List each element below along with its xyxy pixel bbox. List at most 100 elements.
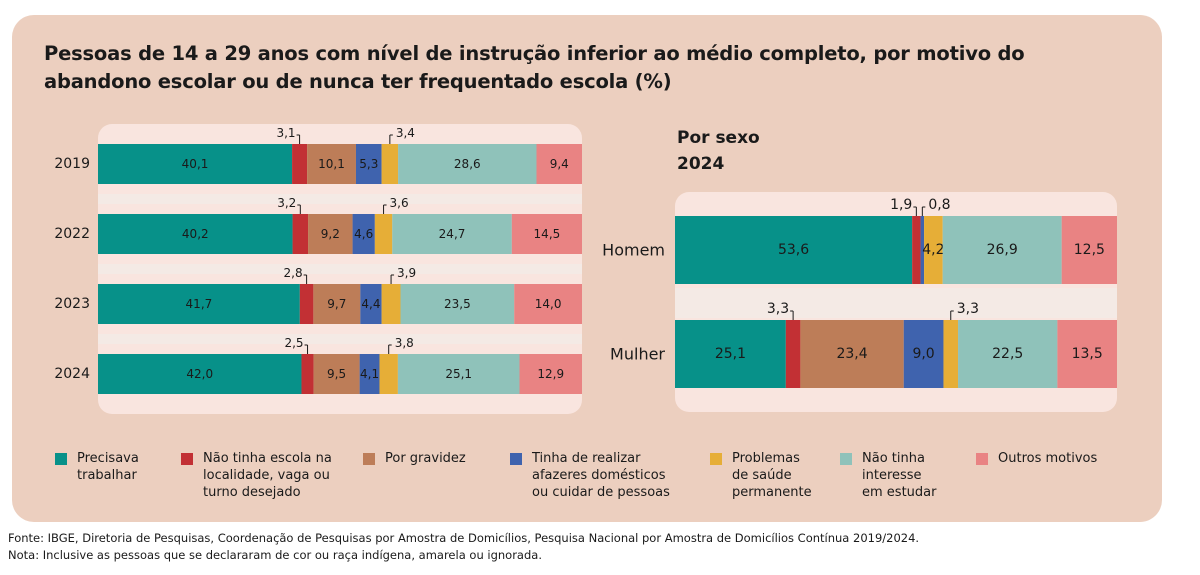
legend-label: Precisava trabalhar	[77, 451, 139, 483]
row-separator	[675, 288, 1117, 318]
legend-label: Problemas de saúde permanente	[732, 451, 812, 500]
row-separator	[98, 334, 582, 344]
value-label: 13,5	[1072, 346, 1103, 362]
bar-segment	[381, 144, 399, 184]
bar-segment	[920, 216, 925, 284]
callout-label: 0,8	[928, 197, 950, 213]
legend-label: Outros motivos	[998, 451, 1098, 466]
legend-swatch	[840, 453, 852, 465]
callout-label: 3,8	[395, 336, 414, 350]
callout-label: 3,3	[767, 301, 789, 317]
bar-segment	[98, 354, 302, 394]
bar-segment	[292, 144, 308, 184]
callout-label: 3,9	[397, 266, 416, 280]
bar-segment	[392, 214, 512, 254]
value-label: 9,5	[327, 367, 346, 381]
sex-chart-title-line-1: Por sexo	[677, 128, 760, 148]
value-label: 25,1	[715, 346, 746, 362]
bar-segment	[352, 214, 375, 254]
bar-segment	[1057, 320, 1117, 388]
bar-segment	[397, 354, 520, 394]
bar-segment	[536, 144, 582, 184]
value-label: 4,1	[360, 367, 379, 381]
bar-segment	[379, 354, 398, 394]
value-label: 40,1	[182, 157, 209, 171]
bar-segment	[514, 284, 582, 324]
chart-title-line-2: abandono escolar ou de nunca ter frequen…	[44, 70, 672, 93]
callout-label: 1,9	[890, 197, 912, 213]
value-label: 4,2	[922, 242, 944, 258]
value-label: 25,1	[445, 367, 472, 381]
bar-segment	[98, 144, 293, 184]
legend-swatch	[363, 453, 375, 465]
value-label: 9,7	[327, 297, 346, 311]
callout-label: 3,4	[396, 126, 415, 140]
source-note: Fonte: IBGE, Diretoria de Pesquisas, Coo…	[8, 531, 920, 545]
callout-label: 3,2	[277, 196, 296, 210]
bar-segment	[943, 320, 959, 388]
callout-label: 2,5	[284, 336, 303, 350]
value-label: 22,5	[992, 346, 1023, 362]
bar-segment	[299, 284, 314, 324]
bar-segment	[307, 144, 356, 184]
bar-segment	[675, 320, 786, 388]
bar-segment	[800, 320, 904, 388]
bar-segment	[903, 320, 944, 388]
value-label: 9,0	[912, 346, 934, 362]
value-label: 4,4	[361, 297, 380, 311]
bar-segment	[313, 354, 360, 394]
value-label: 42,0	[186, 367, 213, 381]
value-label: 40,2	[182, 227, 209, 241]
bar-segment	[675, 216, 913, 284]
category-label: 2024	[54, 366, 90, 382]
bar-segment	[374, 214, 393, 254]
chart-title: Pessoas de 14 a 29 anos com nível de ins…	[44, 40, 1044, 96]
legend-label: Não tinha escola na localidade, vaga ou …	[203, 451, 332, 500]
value-label: 28,6	[454, 157, 481, 171]
bar-segment	[359, 354, 380, 394]
bar-segment	[301, 354, 314, 394]
bar-segment	[98, 214, 293, 254]
footer: Fonte: IBGE, Diretoria de Pesquisas, Coo…	[8, 530, 919, 564]
bar-segment	[398, 144, 537, 184]
sex-chart-title-line-2: 2024	[677, 154, 725, 174]
category-label: Mulher	[610, 345, 665, 364]
legend-swatch	[510, 453, 522, 465]
value-label: 24,7	[439, 227, 466, 241]
legend-swatch	[976, 453, 988, 465]
bar-segment	[519, 354, 582, 394]
value-label: 14,0	[535, 297, 562, 311]
bar-segment	[924, 216, 943, 284]
value-label: 23,5	[444, 297, 471, 311]
bar-segment	[785, 320, 801, 388]
legend-swatch	[181, 453, 193, 465]
bar-segment	[942, 216, 1062, 284]
bar-segment	[400, 284, 515, 324]
bar-segment	[958, 320, 1058, 388]
bar-segment	[381, 284, 401, 324]
bar-segment	[511, 214, 582, 254]
bar-segment	[360, 284, 382, 324]
callout-label: 3,6	[390, 196, 409, 210]
bar-segment	[98, 284, 300, 324]
row-separator	[98, 264, 582, 274]
bar-segment	[1061, 216, 1117, 284]
category-label: 2023	[54, 296, 90, 312]
bar-segment	[313, 284, 361, 324]
legend-swatch	[55, 453, 67, 465]
bar-segment	[308, 214, 353, 254]
value-label: 12,9	[537, 367, 564, 381]
chart-title-line-1: Pessoas de 14 a 29 anos com nível de ins…	[44, 42, 1025, 65]
row-separator	[98, 194, 582, 204]
value-label: 53,6	[778, 242, 809, 258]
value-label: 5,3	[359, 157, 378, 171]
legend-label: Não tinha interesse em estudar	[862, 451, 937, 500]
value-label: 23,4	[836, 346, 867, 362]
bar-segment	[912, 216, 921, 284]
bar-segment	[355, 144, 382, 184]
callout-label: 3,3	[957, 301, 979, 317]
value-label: 9,4	[550, 157, 569, 171]
category-label: Homem	[602, 241, 665, 260]
value-label: 26,9	[987, 242, 1018, 258]
